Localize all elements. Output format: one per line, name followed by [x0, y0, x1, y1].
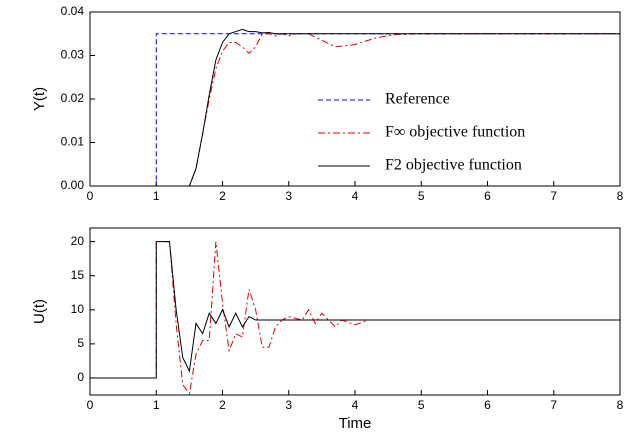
y-tick-label: 0.01: [61, 135, 85, 149]
legend-label: Reference: [385, 91, 450, 108]
x-tick-label: 2: [219, 189, 226, 203]
x-tick-label: 8: [617, 398, 624, 412]
plot-frame: [89, 227, 621, 396]
plot-frame: [89, 11, 621, 187]
series-line: [90, 241, 620, 379]
y-tick-label: 0.00: [61, 178, 85, 192]
y-tick-label: 0.04: [61, 4, 85, 18]
x-tick-label: 5: [418, 189, 425, 203]
y-tick-label: 15: [71, 268, 85, 282]
y-axis-label: U(t): [31, 299, 48, 324]
legend-label: F2 objective function: [385, 157, 522, 174]
series-line: [90, 33, 620, 187]
y-tick-label: 0.02: [61, 91, 85, 105]
x-tick-label: 5: [418, 398, 425, 412]
x-tick-label: 7: [550, 398, 557, 412]
x-tick-label: 1: [153, 398, 160, 412]
x-tick-label: 8: [617, 189, 624, 203]
x-tick-label: 7: [550, 189, 557, 203]
x-tick-label: 6: [484, 398, 491, 412]
x-tick-label: 3: [285, 189, 292, 203]
series-line: [90, 33, 620, 187]
y-tick-label: 5: [77, 336, 84, 350]
x-tick-label: 3: [285, 398, 292, 412]
y-tick-label: 20: [71, 234, 85, 248]
legend-label: F∞ objective function: [385, 124, 525, 141]
x-tick-label: 0: [87, 189, 94, 203]
x-tick-label: 6: [484, 189, 491, 203]
x-tick-label: 0: [87, 398, 94, 412]
y-tick-label: 0.03: [61, 48, 85, 62]
y-axis-label: Y(t): [31, 87, 48, 111]
x-axis-label: Time: [339, 415, 372, 432]
series-line: [90, 241, 620, 395]
x-tick-label: 4: [352, 398, 359, 412]
y-tick-label: 0: [77, 370, 84, 384]
series-line: [90, 28, 620, 187]
x-tick-label: 2: [219, 398, 226, 412]
y-tick-label: 10: [71, 302, 85, 316]
x-tick-label: 4: [352, 189, 359, 203]
x-tick-label: 1: [153, 189, 160, 203]
